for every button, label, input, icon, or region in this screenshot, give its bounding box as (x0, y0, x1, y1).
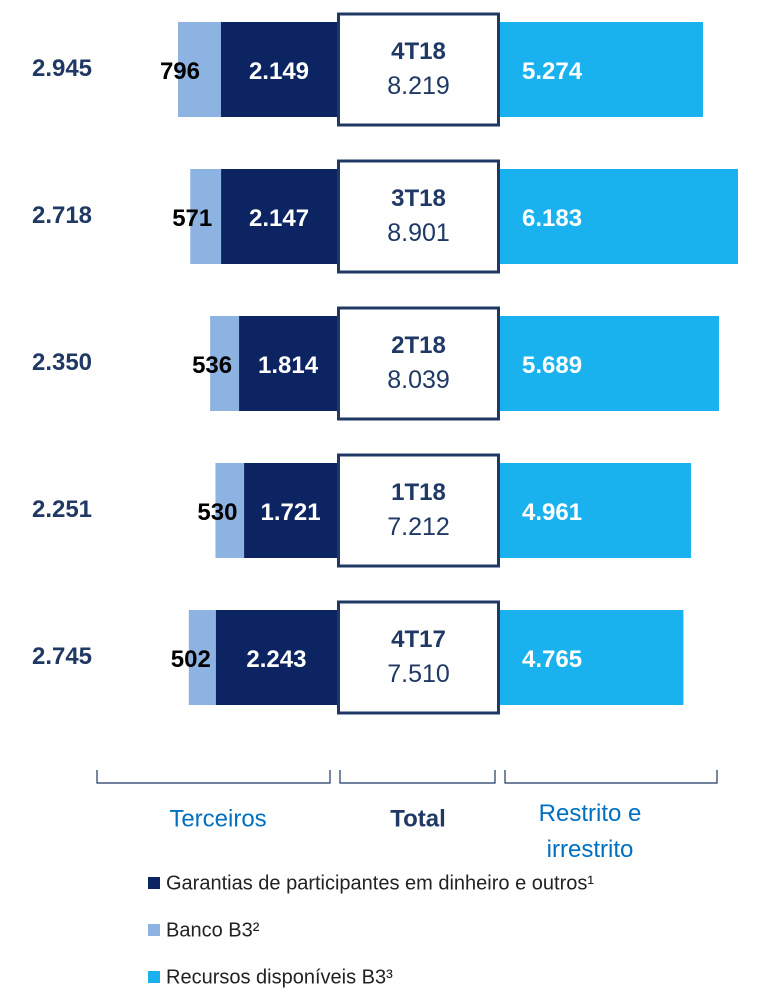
total-label: 7.510 (387, 660, 450, 688)
value-label: 4.765 (522, 646, 582, 673)
bar (188, 610, 216, 705)
terceiros-total-label: 2.718 (32, 202, 92, 229)
bar (500, 316, 719, 411)
value-label: 6.183 (522, 205, 582, 232)
bar (210, 316, 240, 411)
group-label: Terceiros (169, 805, 266, 832)
total-label: 8.901 (387, 219, 450, 247)
total-label: 8.219 (387, 72, 450, 100)
category-label: 3T18 (391, 185, 446, 212)
legend-swatch (148, 877, 160, 889)
value-label: 571 (172, 205, 212, 232)
bar (220, 22, 337, 117)
legend-swatch (148, 971, 160, 983)
bar (221, 169, 337, 264)
value-label: 502 (171, 646, 211, 673)
bar (500, 169, 738, 264)
bar (500, 22, 704, 117)
bar (190, 169, 222, 264)
value-label: 2.243 (246, 646, 306, 673)
terceiros-total-label: 2.745 (32, 643, 92, 670)
bar (215, 463, 245, 558)
total-box (337, 453, 500, 568)
bar (500, 463, 691, 558)
total-label: 7.212 (387, 513, 450, 541)
bracket-restrito (504, 770, 718, 784)
total-label: 8.039 (387, 366, 450, 394)
value-label: 2.149 (249, 58, 309, 85)
bar (215, 610, 337, 705)
value-label: 5.274 (522, 58, 583, 85)
legend-swatch (148, 924, 160, 936)
brackets (96, 770, 718, 784)
legend-label: Garantias de participantes em dinheiro e… (166, 872, 594, 894)
terceiros-total-label: 2.350 (32, 349, 92, 376)
terceiros-total-label: 2.945 (32, 55, 92, 82)
bar (500, 610, 684, 705)
category-label: 1T18 (391, 479, 446, 506)
value-label: 1.814 (258, 352, 319, 379)
total-box (337, 600, 500, 715)
bracket-terceiros (96, 770, 331, 784)
total-box (337, 12, 500, 127)
total-box (337, 306, 500, 421)
value-label: 530 (197, 499, 237, 526)
terceiros-total-label: 2.251 (32, 496, 92, 523)
group-label: Restrito e irrestrito (538, 800, 642, 863)
legend-label: Recursos disponíveis B3³ (166, 966, 393, 988)
legend-label: Banco B3² (166, 919, 260, 941)
total-box (337, 159, 500, 274)
bar (244, 463, 337, 558)
category-label: 4T17 (391, 626, 446, 653)
bar (178, 22, 221, 117)
value-label: 2.147 (249, 205, 309, 232)
value-label: 5.689 (522, 352, 582, 379)
value-label: 4.961 (522, 499, 582, 526)
category-label: 2T18 (391, 332, 446, 359)
value-label: 1.721 (261, 499, 321, 526)
value-label: 536 (192, 352, 232, 379)
group-label: Total (390, 805, 446, 832)
value-label: 796 (160, 58, 200, 85)
bracket-total (339, 770, 496, 784)
category-label: 4T18 (391, 38, 446, 65)
bar (239, 316, 337, 411)
